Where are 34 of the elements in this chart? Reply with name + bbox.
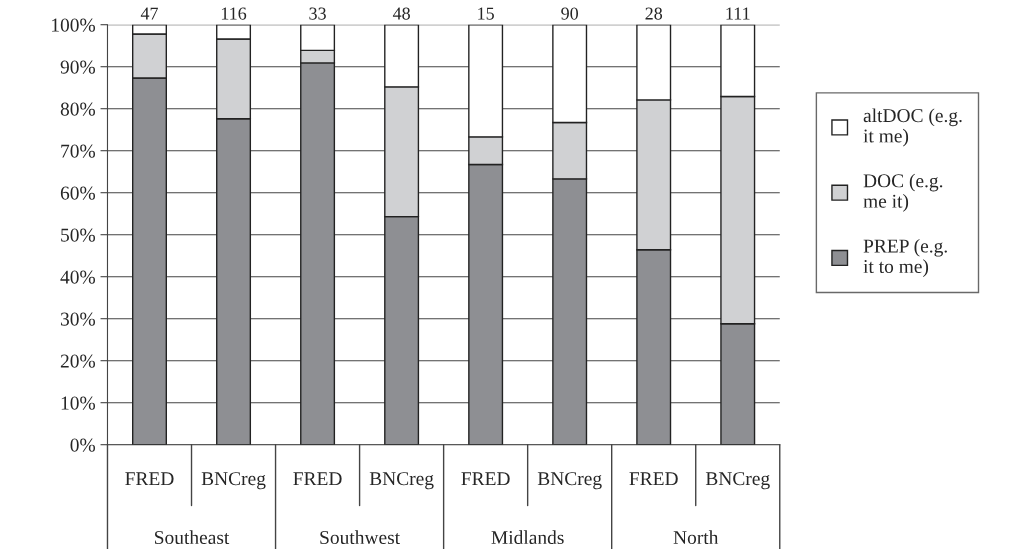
annotation: 28 xyxy=(645,7,663,20)
annotation: 15 xyxy=(478,7,494,20)
y-tick-label: 10% xyxy=(61,396,96,410)
x-tick-label: BNCreg xyxy=(705,472,770,490)
x-tick-label: BNCreg xyxy=(537,472,602,490)
annotation: 48 xyxy=(392,7,410,20)
y-tick-label: 50% xyxy=(61,228,96,242)
y-tick-label: 30% xyxy=(60,312,96,326)
y-tick-label: 80% xyxy=(60,102,96,116)
x-tick-label: BNCreg xyxy=(201,472,266,490)
text: Southeast xyxy=(155,530,230,545)
text: North xyxy=(673,530,719,545)
y-tick-label: 0% xyxy=(70,438,96,452)
annotation: 90 xyxy=(561,7,579,20)
y-tick-label: 20% xyxy=(60,354,96,368)
y-tick-label: 100% xyxy=(52,18,96,32)
x-tick-label: FRED xyxy=(293,472,342,486)
annotation: 47 xyxy=(140,7,159,20)
legend-label: PREP (e.g. it to me) xyxy=(863,238,947,277)
x-tick-label: FRED xyxy=(461,472,510,486)
x-tick-label: BNCreg xyxy=(369,472,434,490)
text: Midlands xyxy=(491,530,564,545)
y-tick-label: 70% xyxy=(61,144,96,158)
annotation: 116 xyxy=(221,7,247,20)
annotation: 111 xyxy=(726,7,750,20)
annotation: 33 xyxy=(309,7,326,20)
legend-label: DOC (e.g. me it) xyxy=(863,173,943,212)
y-tick-label: 40% xyxy=(60,270,96,284)
legend-label: altDOC (e.g. it me) xyxy=(863,108,962,147)
text: Southwest xyxy=(320,530,400,545)
y-tick-label: 90% xyxy=(60,60,96,74)
x-tick-label: FRED xyxy=(125,472,174,486)
x-tick-label: FRED xyxy=(629,472,678,486)
y-tick-label: 60% xyxy=(60,186,96,200)
